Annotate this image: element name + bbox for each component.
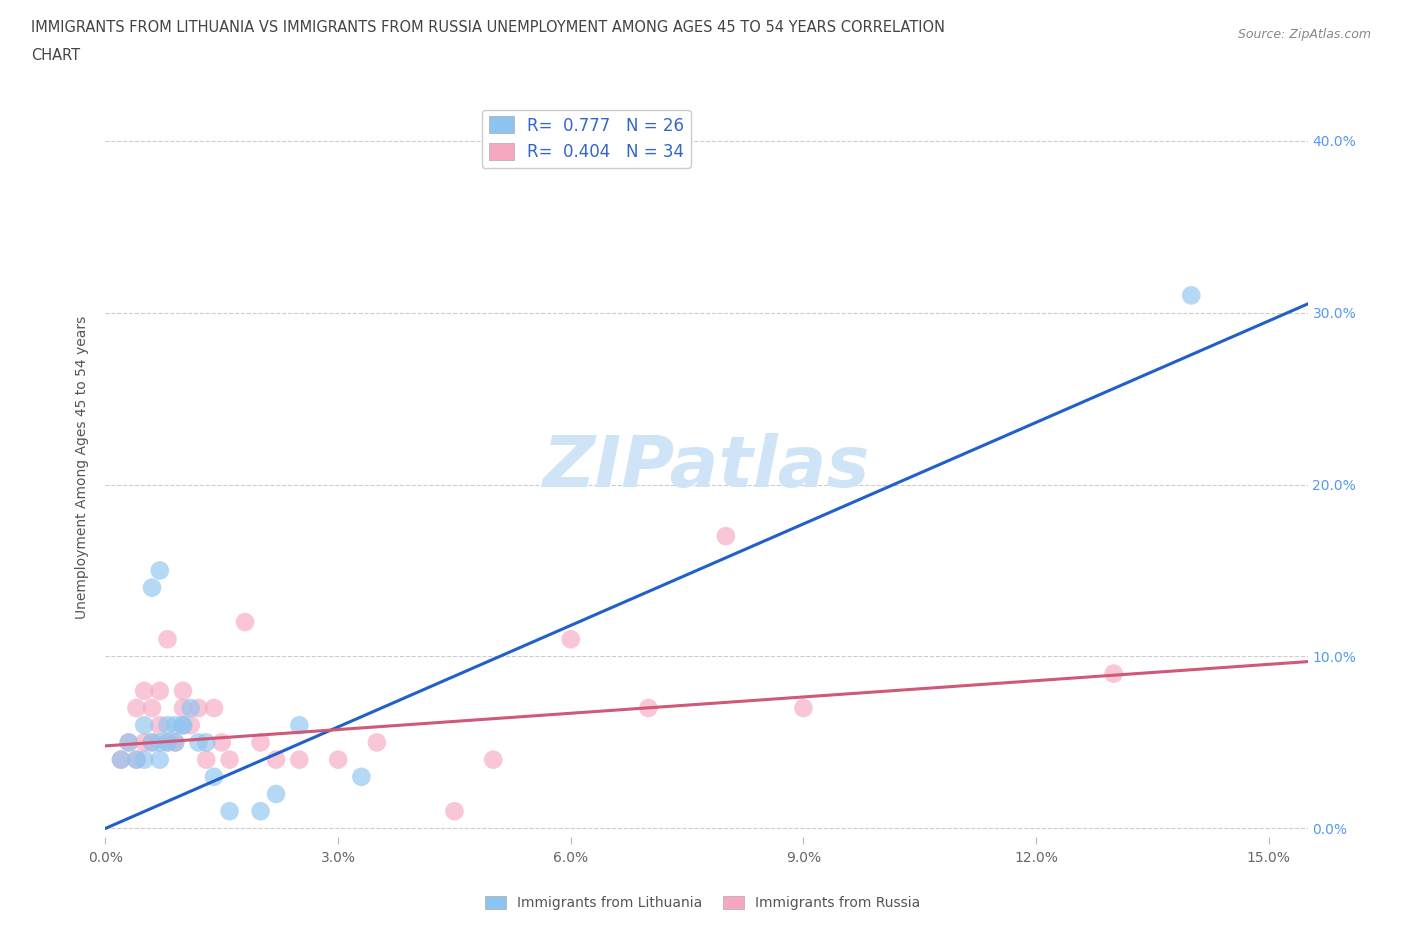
- Point: [149, 563, 172, 578]
- Point: [211, 735, 233, 750]
- Point: [326, 752, 349, 767]
- Text: Source: ZipAtlas.com: Source: ZipAtlas.com: [1237, 28, 1371, 41]
- Point: [118, 735, 141, 750]
- Point: [156, 735, 179, 750]
- Point: [195, 735, 218, 750]
- Point: [1180, 288, 1202, 303]
- Point: [560, 631, 582, 646]
- Point: [195, 752, 218, 767]
- Point: [110, 752, 132, 767]
- Point: [218, 804, 240, 818]
- Legend: Immigrants from Lithuania, Immigrants from Russia: Immigrants from Lithuania, Immigrants fr…: [479, 891, 927, 916]
- Point: [165, 718, 187, 733]
- Point: [187, 735, 209, 750]
- Text: CHART: CHART: [31, 48, 80, 63]
- Point: [134, 752, 156, 767]
- Point: [110, 752, 132, 767]
- Point: [134, 718, 156, 733]
- Point: [125, 700, 148, 715]
- Point: [165, 735, 187, 750]
- Point: [180, 700, 202, 715]
- Point: [118, 735, 141, 750]
- Point: [134, 684, 156, 698]
- Point: [264, 787, 287, 802]
- Point: [165, 735, 187, 750]
- Point: [233, 615, 256, 630]
- Point: [134, 735, 156, 750]
- Point: [141, 735, 163, 750]
- Point: [249, 735, 271, 750]
- Point: [125, 752, 148, 767]
- Point: [125, 752, 148, 767]
- Point: [637, 700, 659, 715]
- Point: [172, 718, 194, 733]
- Y-axis label: Unemployment Among Ages 45 to 54 years: Unemployment Among Ages 45 to 54 years: [76, 315, 90, 619]
- Point: [172, 700, 194, 715]
- Point: [366, 735, 388, 750]
- Point: [443, 804, 465, 818]
- Point: [172, 684, 194, 698]
- Point: [714, 528, 737, 543]
- Point: [180, 718, 202, 733]
- Text: IMMIGRANTS FROM LITHUANIA VS IMMIGRANTS FROM RUSSIA UNEMPLOYMENT AMONG AGES 45 T: IMMIGRANTS FROM LITHUANIA VS IMMIGRANTS …: [31, 20, 945, 35]
- Point: [156, 631, 179, 646]
- Text: ZIPatlas: ZIPatlas: [543, 432, 870, 502]
- Point: [172, 718, 194, 733]
- Point: [288, 718, 311, 733]
- Point: [149, 735, 172, 750]
- Point: [482, 752, 505, 767]
- Point: [141, 735, 163, 750]
- Point: [202, 769, 225, 784]
- Point: [149, 752, 172, 767]
- Point: [249, 804, 271, 818]
- Point: [149, 684, 172, 698]
- Point: [156, 718, 179, 733]
- Point: [792, 700, 814, 715]
- Legend: R=  0.777   N = 26, R=  0.404   N = 34: R= 0.777 N = 26, R= 0.404 N = 34: [482, 110, 690, 167]
- Point: [149, 718, 172, 733]
- Point: [288, 752, 311, 767]
- Point: [202, 700, 225, 715]
- Point: [350, 769, 373, 784]
- Point: [156, 735, 179, 750]
- Point: [264, 752, 287, 767]
- Point: [187, 700, 209, 715]
- Point: [218, 752, 240, 767]
- Point: [141, 580, 163, 595]
- Point: [1102, 666, 1125, 681]
- Point: [141, 700, 163, 715]
